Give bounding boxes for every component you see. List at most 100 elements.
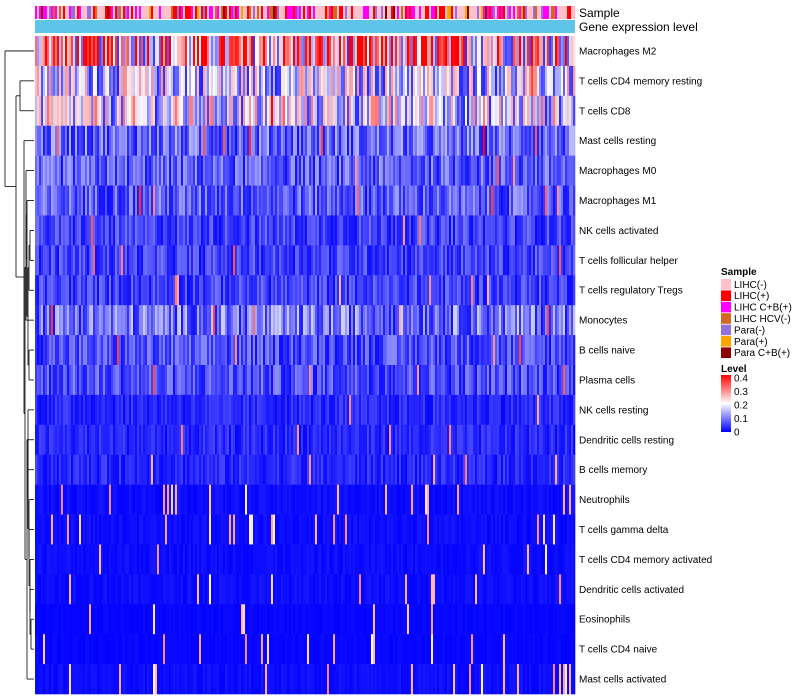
heatmap-cell <box>167 215 170 246</box>
heatmap-cell <box>407 454 410 485</box>
heatmap-cell <box>211 484 214 515</box>
heatmap-cell <box>117 245 120 276</box>
heatmap-cell <box>531 125 534 156</box>
heatmap-cell <box>227 185 230 216</box>
heatmap-cell <box>335 125 338 156</box>
heatmap-cell <box>105 544 108 575</box>
heatmap-cell <box>341 454 344 485</box>
heatmap-cell <box>83 544 86 575</box>
heatmap-cell <box>323 245 326 276</box>
heatmap-cell <box>261 305 264 336</box>
heatmap-cell <box>189 65 192 97</box>
heatmap-cell <box>185 36 188 67</box>
heatmap-cell <box>73 125 76 156</box>
heatmap-cell <box>301 185 304 216</box>
heatmap-cell <box>381 36 384 67</box>
sample-annotation-cell <box>401 6 404 19</box>
heatmap-cell <box>375 155 378 186</box>
heatmap-cell <box>127 484 130 515</box>
heatmap-cell <box>241 305 244 336</box>
heatmap-cell <box>363 65 366 97</box>
heatmap-cell <box>113 335 116 366</box>
heatmap-cell <box>143 454 146 485</box>
heatmap-cell <box>561 335 564 366</box>
heatmap-cell <box>97 125 100 156</box>
heatmap-cell <box>365 275 368 306</box>
heatmap-cell <box>321 275 324 306</box>
heatmap-cell <box>153 484 156 515</box>
heatmap-cell <box>387 514 390 545</box>
heatmap-cell <box>181 65 184 97</box>
heatmap-cell <box>85 275 88 306</box>
heatmap-cell <box>379 484 382 515</box>
heatmap-cell <box>423 215 426 246</box>
heatmap-cell <box>101 95 104 127</box>
heatmap-cell <box>559 215 562 246</box>
heatmap-cell <box>125 95 128 127</box>
heatmap-cell <box>521 484 524 515</box>
heatmap-cell <box>273 185 276 216</box>
sample-annotation-cell <box>395 6 398 19</box>
heatmap-cell <box>417 215 420 246</box>
heatmap-cell <box>275 275 278 306</box>
heatmap-cell <box>167 394 170 426</box>
heatmap-cell <box>47 394 50 426</box>
heatmap-cell <box>75 544 78 575</box>
heatmap-cell <box>533 275 536 306</box>
heatmap-cell <box>515 424 518 456</box>
heatmap-cell <box>523 514 526 545</box>
heatmap-cell <box>181 185 184 216</box>
heatmap-cell <box>203 275 206 306</box>
heatmap-cell <box>559 335 562 366</box>
heatmap-cell <box>237 125 240 156</box>
heatmap-cell <box>347 514 350 545</box>
heatmap-cell <box>309 514 312 545</box>
heatmap-cell <box>503 36 506 67</box>
heatmap-cell <box>513 394 516 426</box>
heatmap-cell <box>223 365 226 396</box>
heatmap-cell <box>317 514 320 545</box>
heatmap-cell <box>299 125 302 156</box>
heatmap-cell <box>67 275 70 306</box>
heatmap-cell <box>519 185 522 216</box>
heatmap-cell <box>301 514 304 545</box>
heatmap-cell <box>405 335 408 366</box>
heatmap-cell <box>539 215 542 246</box>
heatmap-cell <box>545 215 548 246</box>
heatmap-cell <box>485 155 488 186</box>
heatmap-cell <box>277 185 280 216</box>
heatmap-cell <box>285 275 288 306</box>
heatmap-cell <box>351 514 354 545</box>
heatmap-cell <box>343 36 346 67</box>
heatmap-cell <box>87 36 90 67</box>
heatmap-cell <box>239 155 242 186</box>
heatmap-cell <box>293 275 296 306</box>
heatmap-cell <box>131 305 134 336</box>
heatmap-cell <box>529 514 532 545</box>
heatmap-cell <box>243 305 246 336</box>
heatmap-cell <box>57 125 60 156</box>
heatmap-cell <box>197 65 200 97</box>
heatmap-cell <box>203 394 206 426</box>
heatmap-cell <box>299 36 302 67</box>
heatmap-cell <box>89 155 92 186</box>
heatmap-cell <box>429 65 432 97</box>
heatmap-cell <box>323 305 326 336</box>
heatmap-cell <box>381 185 384 216</box>
heatmap-cell <box>169 36 172 67</box>
heatmap-cell <box>553 305 556 336</box>
heatmap-cell <box>251 424 254 456</box>
heatmap-cell <box>537 215 540 246</box>
sample-annotation-cell <box>141 6 144 19</box>
sample-annotation-cell <box>59 6 62 19</box>
heatmap-cell <box>393 185 396 216</box>
heatmap-cell <box>75 155 78 186</box>
heatmap-cell <box>459 65 462 97</box>
heatmap-cell <box>501 335 504 366</box>
sample-annotation-cell <box>317 6 320 19</box>
heatmap-cell <box>439 95 442 127</box>
heatmap-cell <box>93 36 96 67</box>
heatmap-cell <box>211 335 214 366</box>
heatmap-cell <box>345 454 348 485</box>
heatmap-cell <box>201 305 204 336</box>
